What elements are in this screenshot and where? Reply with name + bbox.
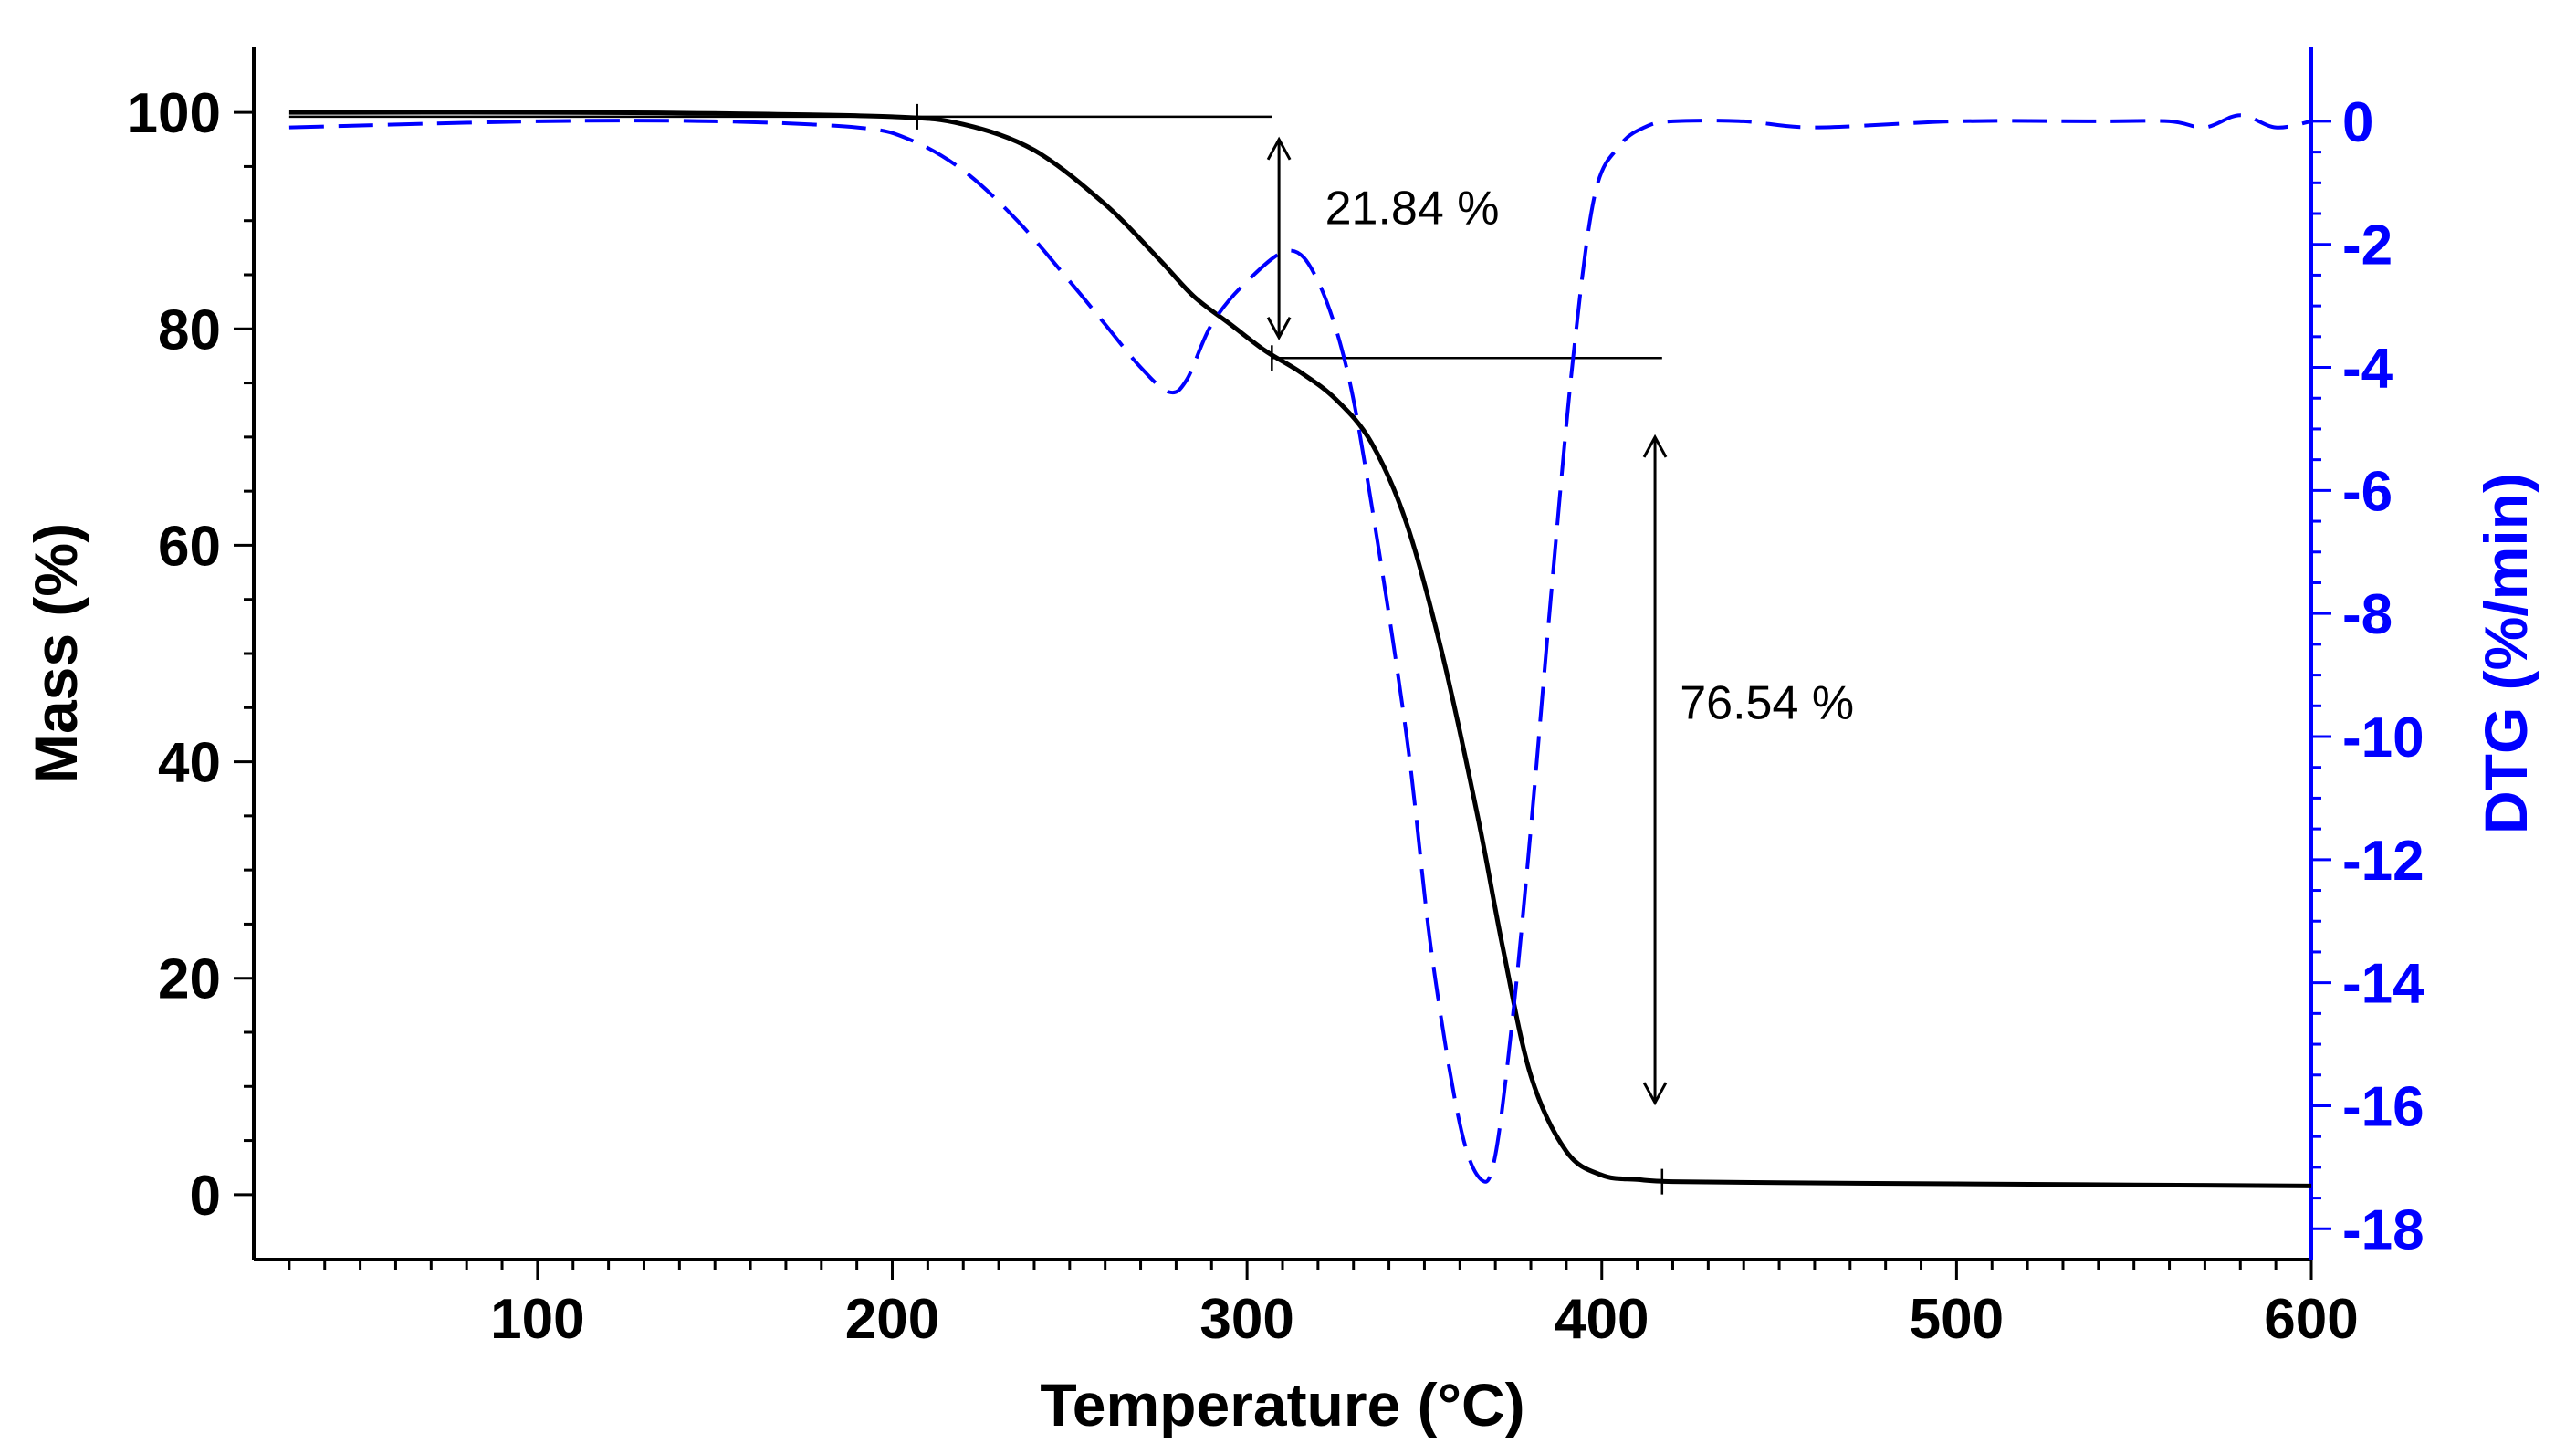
y-right-tick-label: -4: [2342, 338, 2393, 401]
axis-labels: 100 200 300 400 500 600 0 20 40 60 80 100 0 -2 -4 -6 -8 -…: [22, 82, 2539, 1438]
arrow-head-top: [1642, 434, 1668, 458]
x-tick-label: 400: [1555, 1288, 1649, 1351]
y-left-tick-label: 80: [158, 298, 221, 361]
y-right-tick-label: -18: [2342, 1198, 2424, 1261]
y-left-tick-label: 60: [158, 515, 221, 578]
mass-series-line: [288, 110, 2312, 1188]
y-right-tick-label: -16: [2342, 1075, 2424, 1138]
arrow-head-top: [1266, 136, 1292, 161]
x-tick-label: 100: [490, 1288, 584, 1351]
y-right-tick-label: -8: [2342, 583, 2393, 646]
x-tick-label: 300: [1199, 1288, 1293, 1351]
data-series: [288, 110, 2312, 1188]
annotation-arrows: [916, 103, 1668, 1195]
y-left-tick-label: 20: [158, 948, 221, 1011]
y-right-axis-title: DTG (%/min): [2472, 473, 2539, 834]
axis-ticks: [234, 110, 2331, 1280]
y-right-tick-label: -6: [2342, 460, 2393, 523]
y-right-tick-label: -12: [2342, 830, 2424, 893]
mass-loss-label: 21.84 %: [1325, 182, 1500, 235]
y-left-tick-label: 100: [127, 82, 221, 145]
mass-loss-label: 76.54 %: [1680, 676, 1854, 729]
y-left-tick-label: 0: [190, 1165, 221, 1228]
dtg-series-line: [288, 113, 2312, 1184]
x-axis-title: Temperature (°C): [1040, 1371, 1524, 1438]
y-left-axis-title: Mass (%): [22, 523, 89, 784]
x-tick-label: 200: [845, 1288, 939, 1351]
y-left-tick-label: 40: [158, 732, 221, 795]
y-right-tick-label: -10: [2342, 706, 2424, 769]
x-tick-label: 500: [1910, 1288, 2004, 1351]
arrow-head-bottom: [1642, 1082, 1668, 1106]
arrow-head-bottom: [1266, 317, 1292, 340]
y-right-tick-label: -2: [2342, 214, 2393, 277]
y-right-tick-label: 0: [2342, 91, 2373, 154]
y-right-tick-label: -14: [2342, 953, 2424, 1016]
plot-frame: [252, 47, 2313, 1261]
reference-lines: [288, 115, 1662, 360]
x-tick-label: 600: [2264, 1288, 2358, 1351]
